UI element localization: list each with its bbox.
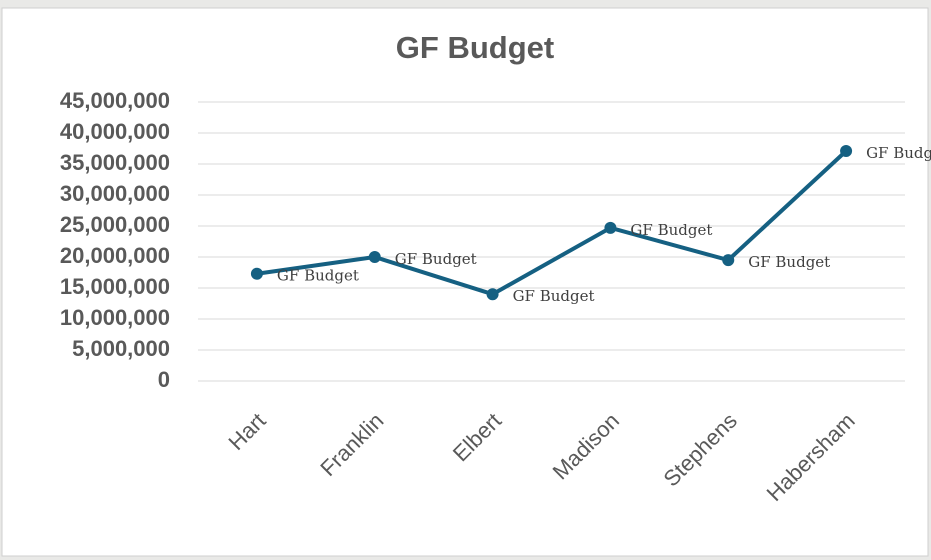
y-tick-label: 15,000,000 <box>60 274 170 299</box>
marker <box>486 288 499 301</box>
data-label: GF Budget <box>630 221 712 239</box>
line <box>256 149 848 297</box>
y-tick-label: 25,000,000 <box>60 212 170 237</box>
y-tick-label: 30,000,000 <box>60 181 170 206</box>
y-tick-label: 0 <box>158 367 170 392</box>
data-label: GF Budget <box>866 144 931 162</box>
marker <box>250 267 263 280</box>
data-label: GF Budget <box>748 253 830 271</box>
marker <box>722 254 735 267</box>
y-tick-label: 45,000,000 <box>60 88 170 113</box>
chart-area <box>1 7 929 557</box>
marker <box>368 251 381 263</box>
y-tick-label: 40,000,000 <box>60 119 170 144</box>
chart-title: GF Budget <box>396 30 554 65</box>
y-tick-label: 20,000,000 <box>60 243 170 268</box>
data-label: GF Budget <box>513 287 595 305</box>
marker <box>840 144 853 157</box>
y-tick-label: 5,000,000 <box>72 336 170 361</box>
y-tick-label: 35,000,000 <box>60 150 170 175</box>
y-tick-label: 10,000,000 <box>60 305 170 330</box>
marker <box>604 221 617 234</box>
data-label: GF Budget <box>395 250 477 268</box>
data-label: GF Budget <box>277 267 359 285</box>
